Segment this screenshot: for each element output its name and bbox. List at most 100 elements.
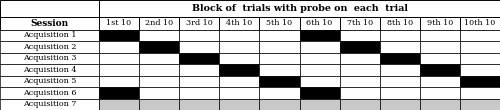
Bar — [420, 53, 460, 64]
Bar — [99, 41, 139, 53]
Bar — [99, 76, 139, 87]
Bar — [139, 53, 179, 64]
Bar — [340, 41, 380, 53]
Bar — [0, 64, 99, 76]
Bar — [220, 30, 260, 41]
Bar — [340, 30, 380, 41]
Text: Acquisition 1: Acquisition 1 — [23, 31, 76, 39]
Bar — [300, 30, 340, 41]
Bar — [179, 41, 220, 53]
Text: 6th 10: 6th 10 — [306, 19, 332, 27]
Text: 10th 10: 10th 10 — [464, 19, 496, 27]
Bar — [220, 53, 260, 64]
Bar — [460, 41, 500, 53]
Text: Block of  trials with probe on  each  trial: Block of trials with probe on each trial — [192, 4, 408, 13]
Bar — [139, 76, 179, 87]
Text: 2nd 10: 2nd 10 — [145, 19, 173, 27]
Bar — [0, 41, 99, 53]
Bar — [460, 17, 500, 30]
Text: Acquisition 7: Acquisition 7 — [23, 100, 76, 108]
Bar — [380, 17, 420, 30]
Text: Session: Session — [30, 19, 68, 28]
Bar — [380, 53, 420, 64]
Bar — [220, 76, 260, 87]
Bar — [460, 64, 500, 76]
Text: 3rd 10: 3rd 10 — [186, 19, 212, 27]
Text: 8th 10: 8th 10 — [386, 19, 413, 27]
Bar — [300, 17, 340, 30]
Bar — [380, 41, 420, 53]
Bar — [340, 53, 380, 64]
Bar — [260, 87, 300, 99]
Bar — [260, 17, 300, 30]
Bar — [380, 30, 420, 41]
Bar — [300, 76, 340, 87]
Bar — [179, 99, 220, 110]
Bar — [139, 87, 179, 99]
Bar — [220, 64, 260, 76]
Bar — [220, 41, 260, 53]
Bar — [139, 17, 179, 30]
Text: Acquisition 3: Acquisition 3 — [23, 54, 76, 62]
Bar — [0, 87, 99, 99]
Bar — [260, 41, 300, 53]
Bar — [99, 17, 139, 30]
Text: Acquisition 5: Acquisition 5 — [23, 77, 76, 85]
Bar — [0, 30, 99, 41]
Bar — [460, 99, 500, 110]
Bar — [300, 41, 340, 53]
Bar — [380, 64, 420, 76]
Bar — [420, 41, 460, 53]
Bar — [139, 64, 179, 76]
Bar — [420, 76, 460, 87]
Bar — [0, 53, 99, 64]
Bar — [99, 53, 139, 64]
Bar — [179, 17, 220, 30]
Bar — [0, 0, 99, 17]
Text: Acquisition 6: Acquisition 6 — [23, 89, 76, 97]
Text: 9th 10: 9th 10 — [426, 19, 453, 27]
Bar — [179, 76, 220, 87]
Bar — [420, 64, 460, 76]
Bar — [260, 76, 300, 87]
Bar — [420, 30, 460, 41]
Text: Acquisition 4: Acquisition 4 — [23, 66, 76, 74]
Bar — [340, 64, 380, 76]
Bar — [260, 30, 300, 41]
Bar — [260, 64, 300, 76]
Bar — [179, 30, 220, 41]
Bar — [99, 64, 139, 76]
Bar — [420, 87, 460, 99]
Bar — [260, 53, 300, 64]
Bar — [139, 99, 179, 110]
Text: 1st 10: 1st 10 — [106, 19, 132, 27]
Bar — [380, 76, 420, 87]
Bar — [420, 17, 460, 30]
Bar — [460, 53, 500, 64]
Text: 4th 10: 4th 10 — [226, 19, 252, 27]
Bar — [460, 30, 500, 41]
Bar — [0, 99, 99, 110]
Bar — [220, 99, 260, 110]
Bar — [420, 99, 460, 110]
Bar — [139, 30, 179, 41]
Bar — [99, 99, 139, 110]
Bar — [179, 53, 220, 64]
Bar — [99, 87, 139, 99]
Bar — [380, 87, 420, 99]
Text: 7th 10: 7th 10 — [346, 19, 372, 27]
Bar — [260, 99, 300, 110]
Bar — [0, 17, 99, 30]
Bar — [380, 99, 420, 110]
Text: Acquisition 2: Acquisition 2 — [23, 43, 76, 51]
Bar — [340, 87, 380, 99]
Bar — [99, 30, 139, 41]
Bar — [340, 99, 380, 110]
Bar — [139, 41, 179, 53]
Bar — [300, 64, 340, 76]
Bar — [220, 87, 260, 99]
Bar — [220, 17, 260, 30]
Bar — [300, 99, 340, 110]
Bar — [460, 87, 500, 99]
Bar — [300, 53, 340, 64]
